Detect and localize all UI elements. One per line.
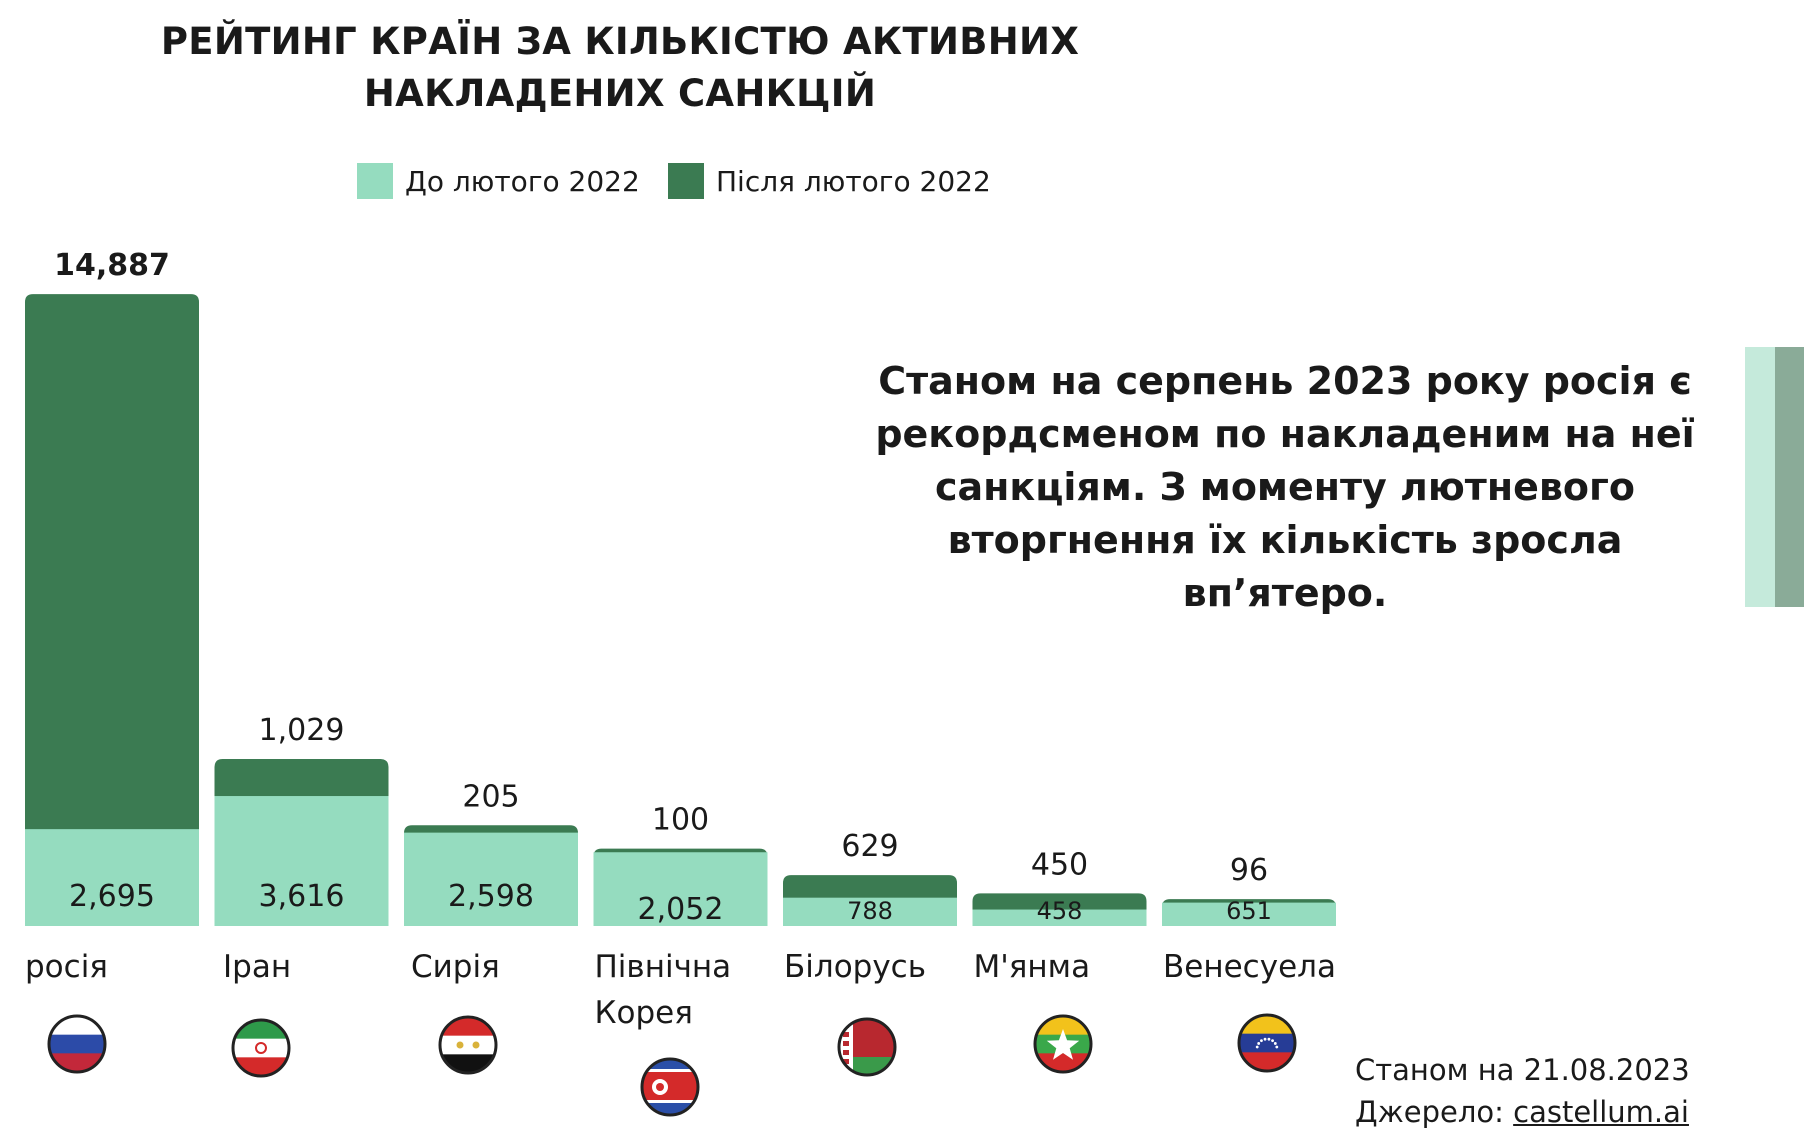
category-label-4: Білорусь [784, 949, 926, 985]
iran-flag-icon-ring [231, 1018, 291, 1078]
category-label-2: Сирія [411, 949, 500, 985]
category-label-6: Венесуела [1163, 949, 1336, 985]
bar-before-0 [25, 829, 199, 926]
category-label-3-line-1: Корея [595, 995, 693, 1031]
north-korea-flag-icon-ring [640, 1057, 700, 1117]
bar-before-6 [1162, 902, 1336, 926]
category-label-0: росія [25, 949, 108, 985]
value-label-before-3: 2,052 [638, 892, 724, 927]
north-korea-flag-icon [642, 1059, 698, 1115]
value-label-before-1: 3,616 [259, 879, 345, 914]
source-prefix: Джерело: [1355, 1095, 1514, 1129]
category-label-1: Іран [223, 949, 291, 985]
value-label-before-4: 788 [847, 897, 893, 925]
legend-swatch-before [357, 163, 393, 199]
source-link[interactable]: castellum.ai [1513, 1095, 1689, 1129]
bar-before-4 [783, 897, 957, 926]
value-label-after-3: 100 [652, 803, 709, 838]
legend-label-after: Після лютого 2022 [716, 164, 991, 198]
bar-after-0 [25, 294, 199, 838]
russia-flag-icon-ring [47, 1014, 107, 1074]
legend-item-after: Після лютого 2022 [668, 163, 991, 199]
date-note: Станом на 21.08.2023 [1355, 1053, 1690, 1087]
venezuela-flag-icon-ring [1237, 1013, 1297, 1073]
value-label-before-0: 2,695 [69, 879, 155, 914]
decor-bar-dark [1775, 347, 1804, 607]
annotation-text: Станом на серпень 2023 року росія є реко… [875, 359, 1695, 615]
value-label-after-0: 14,887 [54, 248, 170, 283]
category-label-5: М'янма [974, 949, 1091, 985]
category-label-3-line-0: Північна [595, 949, 732, 985]
value-label-before-5: 458 [1037, 897, 1083, 925]
value-label-before-2: 2,598 [448, 879, 534, 914]
bar-after-1 [214, 759, 389, 805]
myanmar-flag-icon-ring [1033, 1014, 1093, 1074]
legend-label-before: До лютого 2022 [405, 164, 640, 198]
decor-bar-light [1745, 347, 1775, 607]
value-label-after-4: 629 [841, 829, 898, 864]
belarus-flag-icon-ring [837, 1017, 897, 1077]
value-label-after-2: 205 [462, 779, 519, 814]
bar-before-5 [972, 909, 1147, 926]
value-label-after-6: 96 [1230, 853, 1268, 888]
value-label-after-1: 1,029 [259, 713, 345, 748]
syria-flag-icon-ring [438, 1015, 498, 1075]
legend-swatch-after [668, 163, 704, 199]
bar-before-3 [593, 852, 768, 926]
legend-item-before: До лютого 2022 [357, 163, 640, 199]
bar-before-1 [214, 796, 389, 926]
bar-before-2 [404, 832, 578, 926]
value-label-before-6: 651 [1226, 897, 1272, 925]
chart-title: РЕЙТИНГ КРАЇН ЗА КІЛЬКІСТЮ АКТИВНИХ НАКЛ… [160, 20, 1080, 115]
source-note: Джерело: castellum.ai [1355, 1092, 1689, 1132]
value-label-after-5: 450 [1031, 847, 1088, 882]
